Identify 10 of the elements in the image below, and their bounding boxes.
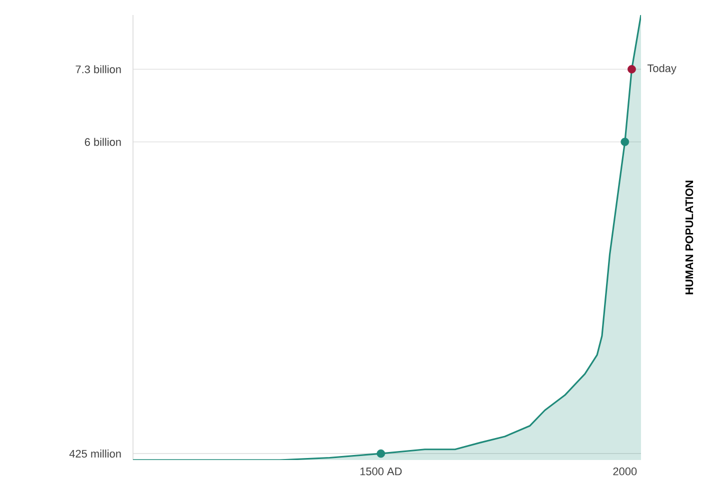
- annotation: Today: [647, 64, 676, 74]
- y-tick-label: 6 billion: [84, 138, 121, 146]
- point: [376, 449, 386, 458]
- text: HUMAN POPULATION: [685, 180, 694, 294]
- x-tick-label: 2000: [613, 468, 637, 476]
- y-tick-label: 7.3 billion: [76, 65, 121, 74]
- y-tick-label: 425 million: [69, 450, 121, 458]
- point: [628, 65, 636, 74]
- point: [620, 138, 630, 146]
- x-tick-label: 1500 AD: [360, 468, 402, 476]
